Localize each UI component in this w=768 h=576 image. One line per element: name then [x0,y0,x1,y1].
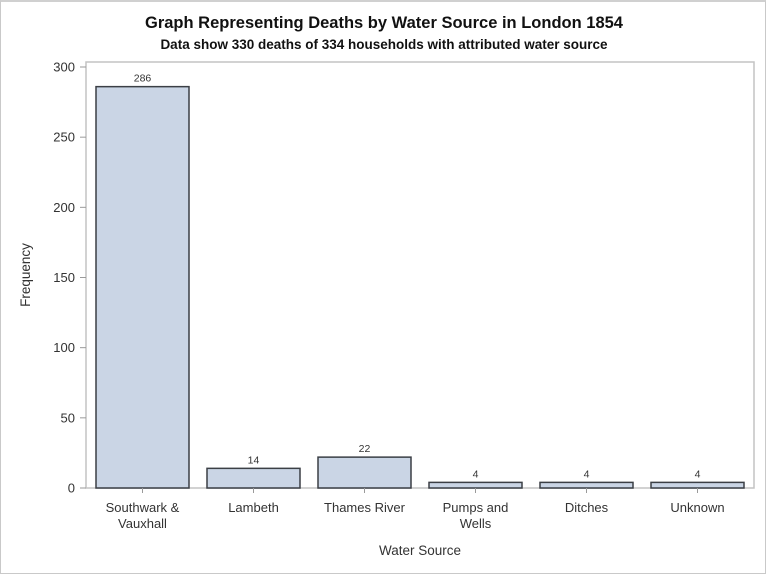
bar-value-label: 14 [248,454,260,466]
bar [317,456,412,489]
bar [95,85,190,489]
x-category-label: Thames River [324,500,406,515]
y-tick-label: 250 [53,130,75,145]
y-axis-title: Frequency [18,243,33,307]
plot-area-frame [85,61,755,489]
y-tick-label: 300 [53,60,75,75]
x-category-label: Vauxhall [118,516,167,531]
bar-value-label: 286 [134,73,152,85]
bar [428,481,523,489]
x-category-label: Pumps and [443,500,509,515]
bar-value-label: 4 [473,468,479,480]
x-axis-title: Water Source [379,543,461,558]
bar-value-label: 4 [584,468,590,480]
y-tick-label: 0 [68,481,75,496]
x-category-label: Southwark & [106,500,180,515]
bar [206,467,301,489]
bar-value-label: 4 [695,468,701,480]
chart-title: Graph Representing Deaths by Water Sourc… [145,14,623,32]
y-tick-label: 150 [53,270,75,285]
y-tick-label: 50 [61,410,75,425]
chart-subtitle: Data show 330 deaths of 334 households w… [160,37,608,52]
bar [650,481,745,489]
y-tick-label: 100 [53,340,75,355]
bar-value-label: 22 [359,443,371,455]
x-category-label: Unknown [670,500,724,515]
bar [539,481,634,489]
y-tick-label: 200 [53,200,75,215]
x-category-label: Ditches [565,500,609,515]
x-category-label: Wells [460,516,492,531]
x-category-label: Lambeth [228,500,279,515]
